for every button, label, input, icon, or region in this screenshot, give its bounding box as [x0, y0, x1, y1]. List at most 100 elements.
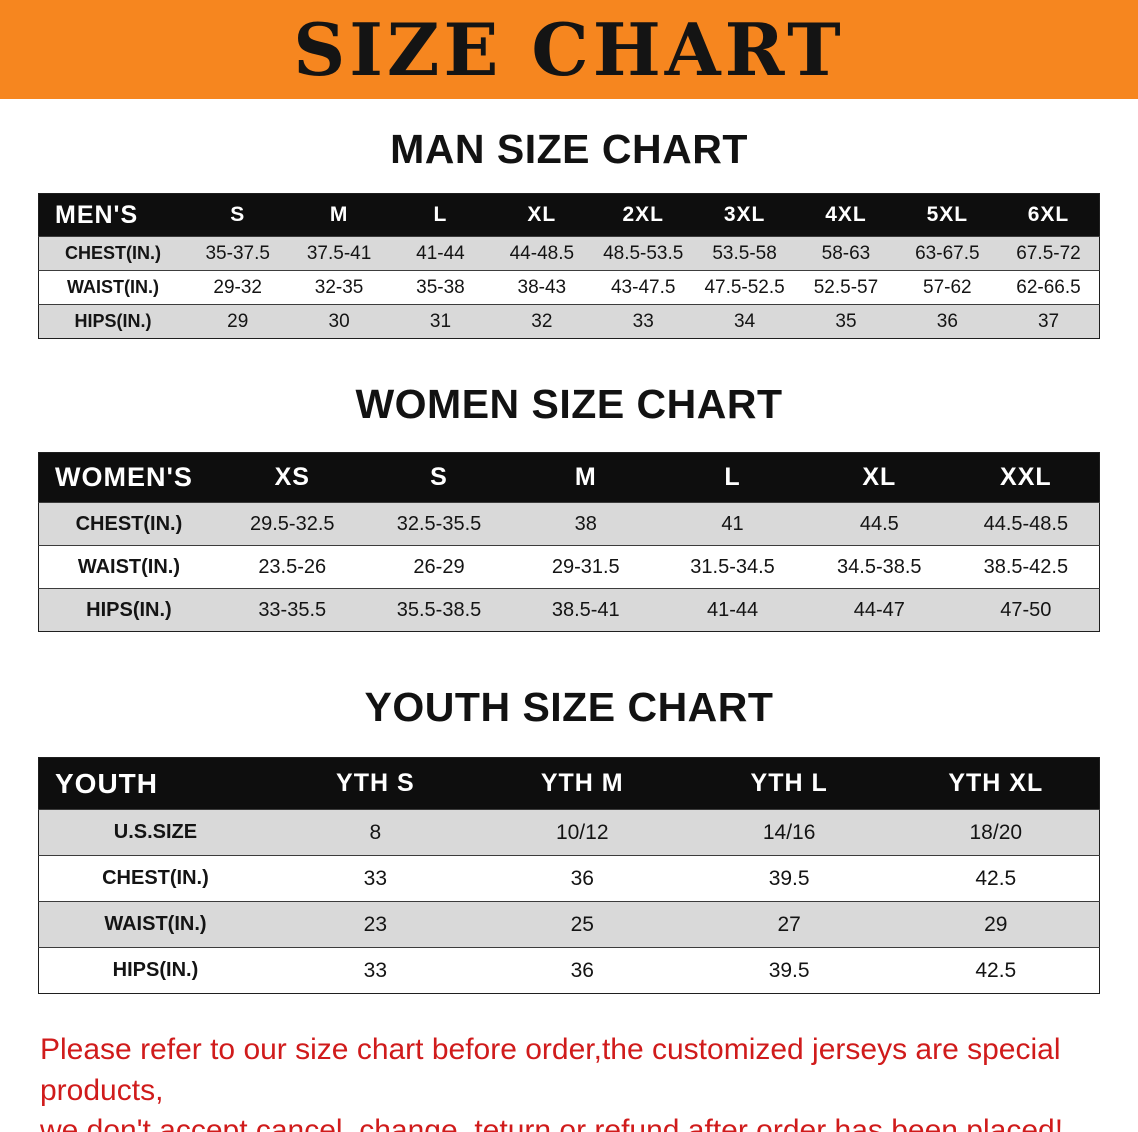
measurement-row: CHEST(IN.) 35-37.5 37.5-41 41-44 44-48.5 48.5…: [38, 236, 1100, 271]
value-cell: 10/12: [478, 809, 686, 856]
value-cell: 47-50: [952, 588, 1100, 632]
size-chart-banner: SIZE CHART: [0, 0, 1138, 99]
value-cell: 23.5-26: [218, 545, 366, 589]
men-section-heading: MAN SIZE CHART: [390, 126, 748, 172]
size-column-header: XXL: [952, 452, 1100, 503]
value-cell: 38.5-42.5: [952, 545, 1100, 589]
value-cell: 36: [478, 855, 686, 902]
size-column-header: 5XL: [896, 193, 999, 237]
row-label-cell: HIPS(IN.): [38, 947, 272, 994]
value-cell: 26-29: [365, 545, 513, 589]
value-cell: 63-67.5: [896, 236, 999, 271]
value-cell: 33: [271, 855, 479, 902]
value-cell: 42.5: [892, 947, 1100, 994]
table-title-cell: YOUTH: [38, 757, 272, 810]
value-cell: 34: [693, 304, 796, 339]
value-cell: 35: [795, 304, 897, 339]
size-column-header: 3XL: [693, 193, 796, 237]
measurement-row: HIPS(IN.) 29 30 31 32 33 34 35 36 37: [38, 304, 1100, 339]
row-label-cell: U.S.SIZE: [38, 809, 272, 856]
row-label-cell: CHEST(IN.): [38, 855, 272, 902]
size-column-header: 6XL: [998, 193, 1100, 237]
value-cell: 29: [892, 901, 1100, 948]
value-cell: 44.5: [805, 502, 953, 546]
size-column-header: M: [512, 452, 660, 503]
size-column-header: S: [187, 193, 289, 237]
size-column-header: XL: [805, 452, 953, 503]
value-cell: 44.5-48.5: [952, 502, 1100, 546]
size-column-header: L: [659, 452, 806, 503]
size-column-header: XS: [218, 452, 366, 503]
value-cell: 35-37.5: [187, 236, 289, 271]
value-cell: 29.5-32.5: [218, 502, 366, 546]
value-cell: 23: [271, 901, 479, 948]
value-cell: 18/20: [892, 809, 1100, 856]
size-column-header: YTH L: [685, 757, 893, 810]
value-cell: 31.5-34.5: [659, 545, 806, 589]
table-header-row: MEN'S S M L XL 2XL 3XL 4XL 5XL 6XL: [38, 193, 1100, 237]
value-cell: 34.5-38.5: [805, 545, 953, 589]
men-size-table: MEN'S S M L XL 2XL 3XL 4XL 5XL 6XL CHEST(IN.) 35-37…: [38, 193, 1100, 340]
value-cell: 43-47.5: [592, 270, 694, 305]
value-cell: 47.5-52.5: [693, 270, 796, 305]
table-header-row: YOUTH YTH S YTH M YTH L YTH XL: [38, 757, 1100, 810]
size-column-header: YTH XL: [892, 757, 1100, 810]
measurement-row: HIPS(IN.) 33-35.5 35.5-38.5 38.5-41 41-44 44-…: [38, 588, 1100, 632]
value-cell: 58-63: [795, 236, 897, 271]
value-cell: 53.5-58: [693, 236, 796, 271]
value-cell: 14/16: [685, 809, 893, 856]
row-label-cell: WAIST(IN.): [38, 545, 219, 589]
banner-title: SIZE CHART: [293, 6, 845, 92]
value-cell: 32: [491, 304, 593, 339]
value-cell: 37.5-41: [288, 236, 390, 271]
size-column-header: 2XL: [592, 193, 694, 237]
value-cell: 48.5-53.5: [592, 236, 694, 271]
value-cell: 38: [512, 502, 660, 546]
value-cell: 27: [685, 901, 893, 948]
size-column-header: M: [288, 193, 390, 237]
measurement-row: WAIST(IN.) 23 25 27 29: [38, 901, 1100, 948]
measurement-row: WAIST(IN.) 23.5-26 26-29 29-31.5 31.5-34.5 34…: [38, 545, 1100, 589]
row-label-cell: WAIST(IN.): [38, 901, 272, 948]
value-cell: 35.5-38.5: [365, 588, 513, 632]
value-cell: 36: [896, 304, 999, 339]
women-size-table: WOMEN'S XS S M L XL XXL CHEST(IN.) 29.5-32.5 32.5…: [38, 452, 1100, 633]
value-cell: 30: [288, 304, 390, 339]
value-cell: 44-47: [805, 588, 953, 632]
value-cell: 38.5-41: [512, 588, 660, 632]
table-title-cell: WOMEN'S: [38, 452, 219, 503]
value-cell: 32.5-35.5: [365, 502, 513, 546]
disclaimer-line-2: we don't accept cancel, change, teturn o…: [40, 1114, 1064, 1132]
value-cell: 37: [998, 304, 1100, 339]
size-column-header: YTH M: [478, 757, 686, 810]
size-column-header: XL: [491, 193, 593, 237]
value-cell: 29-32: [187, 270, 289, 305]
measurement-row: WAIST(IN.) 29-32 32-35 35-38 38-43 43-47.5 47.…: [38, 270, 1100, 305]
measurement-row: U.S.SIZE 8 10/12 14/16 18/20: [38, 809, 1100, 856]
value-cell: 31: [389, 304, 492, 339]
value-cell: 33: [271, 947, 479, 994]
value-cell: 25: [478, 901, 686, 948]
value-cell: 39.5: [685, 855, 893, 902]
value-cell: 38-43: [491, 270, 593, 305]
measurement-row: HIPS(IN.) 33 36 39.5 42.5: [38, 947, 1100, 994]
row-label-cell: CHEST(IN.): [38, 236, 188, 271]
row-label-cell: WAIST(IN.): [38, 270, 188, 305]
value-cell: 33: [592, 304, 694, 339]
youth-size-table: YOUTH YTH S YTH M YTH L YTH XL U.S.SIZE 8 10/12…: [38, 757, 1100, 995]
disclaimer-note: Please refer to our size chart before or…: [40, 1030, 1098, 1132]
value-cell: 29: [187, 304, 289, 339]
table-header-row: WOMEN'S XS S M L XL XXL: [38, 452, 1100, 503]
value-cell: 41-44: [659, 588, 806, 632]
value-cell: 39.5: [685, 947, 893, 994]
value-cell: 52.5-57: [795, 270, 897, 305]
women-section-heading: WOMEN SIZE CHART: [355, 381, 783, 428]
row-label-cell: CHEST(IN.): [38, 502, 219, 546]
size-column-header: L: [389, 193, 492, 237]
measurement-row: CHEST(IN.) 29.5-32.5 32.5-35.5 38 41 44.5 44.5…: [38, 502, 1100, 546]
disclaimer-line-1: Please refer to our size chart before or…: [40, 1033, 1061, 1107]
value-cell: 36: [478, 947, 686, 994]
value-cell: 42.5: [892, 855, 1100, 902]
row-label-cell: HIPS(IN.): [38, 304, 188, 339]
size-column-header: YTH S: [271, 757, 479, 810]
